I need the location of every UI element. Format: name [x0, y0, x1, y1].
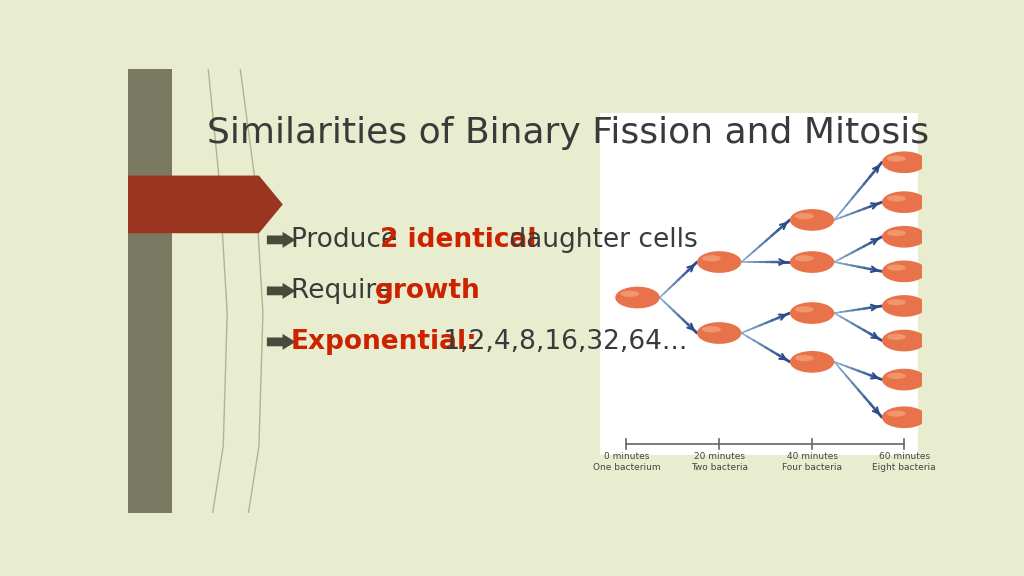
FancyBboxPatch shape: [600, 113, 918, 455]
Bar: [128, 69, 172, 513]
Ellipse shape: [795, 306, 814, 312]
Polygon shape: [267, 232, 296, 248]
Ellipse shape: [790, 351, 835, 373]
Ellipse shape: [882, 151, 927, 173]
Text: 20 minutes
Two bacteria: 20 minutes Two bacteria: [691, 452, 748, 472]
Ellipse shape: [882, 191, 927, 213]
Text: Similarities of Binary Fission and Mitosis: Similarities of Binary Fission and Mitos…: [208, 116, 930, 150]
Ellipse shape: [882, 369, 927, 391]
Ellipse shape: [697, 322, 741, 344]
Ellipse shape: [621, 291, 639, 297]
Ellipse shape: [887, 411, 906, 416]
Polygon shape: [267, 334, 296, 350]
Text: 0 minutes
One bacterium: 0 minutes One bacterium: [593, 452, 660, 472]
Text: Require: Require: [291, 278, 400, 304]
Ellipse shape: [615, 287, 659, 308]
Ellipse shape: [887, 373, 906, 379]
Polygon shape: [267, 283, 296, 299]
Polygon shape: [128, 176, 283, 233]
Text: Produce: Produce: [291, 227, 406, 253]
Text: 1,2,4,8,16,32,64...: 1,2,4,8,16,32,64...: [435, 329, 688, 355]
Ellipse shape: [790, 302, 835, 324]
Text: 40 minutes
Four bacteria: 40 minutes Four bacteria: [782, 452, 842, 472]
Ellipse shape: [882, 407, 927, 428]
Ellipse shape: [697, 251, 741, 273]
Ellipse shape: [887, 195, 906, 202]
Text: growth: growth: [376, 278, 481, 304]
Ellipse shape: [887, 156, 906, 162]
Ellipse shape: [882, 226, 927, 248]
Ellipse shape: [795, 255, 814, 262]
Ellipse shape: [882, 260, 927, 282]
Ellipse shape: [702, 326, 721, 332]
Ellipse shape: [795, 355, 814, 361]
Ellipse shape: [887, 264, 906, 271]
Ellipse shape: [882, 329, 927, 351]
Ellipse shape: [795, 213, 814, 219]
Ellipse shape: [702, 255, 721, 262]
Text: daughter cells: daughter cells: [501, 227, 697, 253]
Ellipse shape: [790, 251, 835, 273]
Ellipse shape: [790, 209, 835, 231]
Text: 60 minutes
Eight bacteria: 60 minutes Eight bacteria: [872, 452, 936, 472]
Ellipse shape: [887, 230, 906, 236]
Ellipse shape: [887, 334, 906, 340]
Ellipse shape: [887, 299, 906, 305]
Ellipse shape: [882, 295, 927, 317]
Text: 2 identical: 2 identical: [380, 227, 536, 253]
Text: Exponential:: Exponential:: [291, 329, 477, 355]
